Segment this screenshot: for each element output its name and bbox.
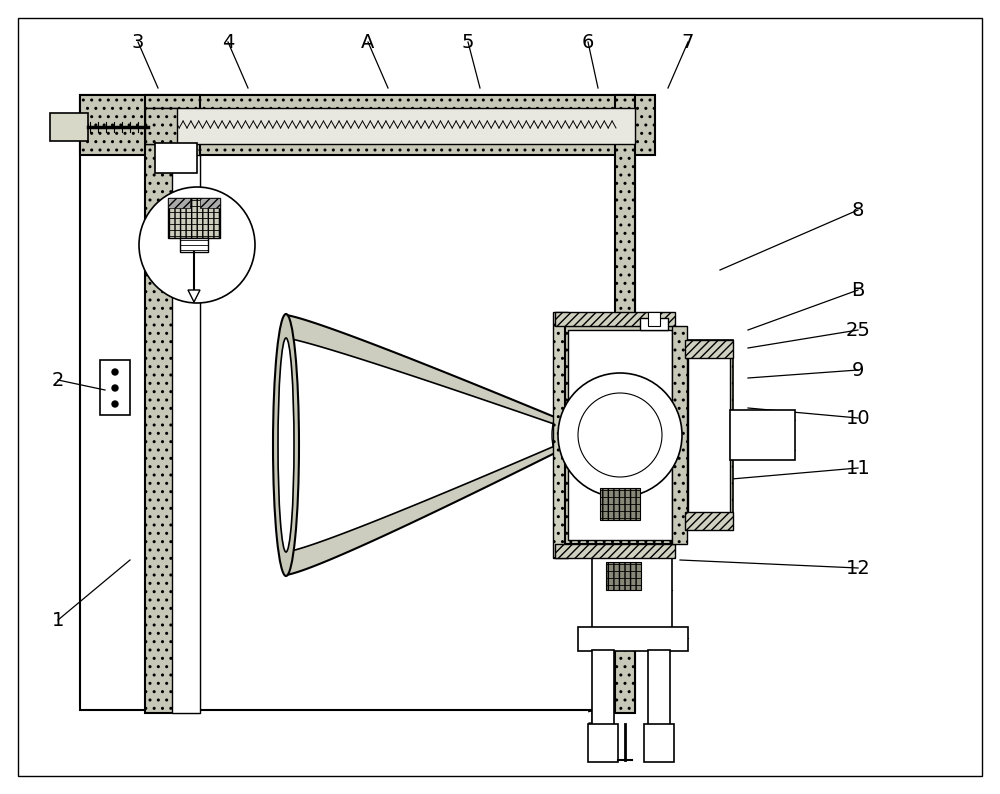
Text: A: A <box>361 33 375 52</box>
Bar <box>180 238 208 252</box>
Bar <box>172 155 200 713</box>
Bar <box>80 95 655 155</box>
Bar <box>688 345 730 525</box>
Circle shape <box>578 393 662 477</box>
Text: 9: 9 <box>852 360 864 380</box>
Text: 2: 2 <box>52 371 64 390</box>
Bar <box>555 315 573 331</box>
Bar <box>685 512 733 530</box>
Text: 4: 4 <box>222 33 234 52</box>
Circle shape <box>558 373 682 497</box>
Bar <box>145 108 177 144</box>
Bar <box>606 562 641 590</box>
Text: 5: 5 <box>462 33 474 52</box>
Bar <box>155 143 197 173</box>
Text: 6: 6 <box>582 33 594 52</box>
Bar <box>565 326 675 544</box>
Text: 12: 12 <box>846 558 870 577</box>
Text: 11: 11 <box>846 458 870 477</box>
Bar <box>568 330 672 540</box>
Bar <box>555 540 573 556</box>
Bar <box>50 113 88 141</box>
Polygon shape <box>286 338 557 552</box>
Ellipse shape <box>278 338 294 552</box>
Bar <box>100 360 130 415</box>
Circle shape <box>112 369 118 375</box>
Polygon shape <box>286 445 557 575</box>
Bar <box>553 312 568 558</box>
Bar <box>592 650 614 725</box>
Circle shape <box>112 401 118 407</box>
Text: 3: 3 <box>132 33 144 52</box>
Bar <box>615 95 635 713</box>
Ellipse shape <box>552 417 562 453</box>
Text: 8: 8 <box>852 201 864 219</box>
Bar <box>80 95 635 710</box>
Bar <box>592 557 672 629</box>
Polygon shape <box>188 290 200 302</box>
Text: B: B <box>851 280 865 299</box>
Text: 13: 13 <box>586 708 610 727</box>
Text: 25: 25 <box>846 321 870 340</box>
Bar <box>578 627 688 651</box>
Text: 7: 7 <box>682 33 694 52</box>
Bar <box>730 410 795 460</box>
Bar <box>672 326 687 544</box>
Bar <box>648 650 670 725</box>
Text: 10: 10 <box>846 408 870 427</box>
Bar <box>600 488 640 520</box>
Bar <box>145 108 635 144</box>
Bar <box>555 312 675 326</box>
Bar <box>685 340 733 530</box>
Text: 1: 1 <box>52 611 64 630</box>
Bar <box>555 544 675 558</box>
Ellipse shape <box>273 314 299 576</box>
Bar <box>200 198 220 208</box>
Circle shape <box>139 187 255 303</box>
Circle shape <box>112 385 118 391</box>
Bar <box>644 724 674 762</box>
Bar <box>685 340 733 358</box>
Bar <box>588 724 618 762</box>
Bar <box>168 198 190 208</box>
Bar <box>145 95 200 713</box>
Bar <box>168 198 220 238</box>
Polygon shape <box>286 315 557 425</box>
Bar <box>640 318 668 330</box>
Bar <box>648 312 660 326</box>
